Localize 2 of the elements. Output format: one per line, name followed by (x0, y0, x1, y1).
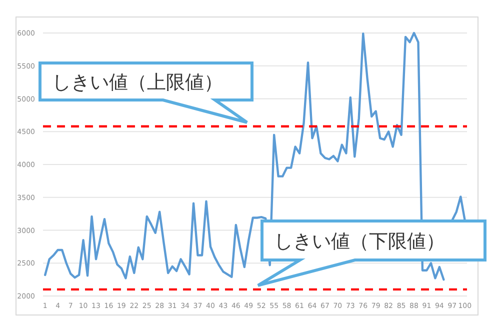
ref-line-label: しきい値（上限値） (52, 72, 223, 94)
ref-line-label: しきい値（下限値） (274, 230, 445, 252)
